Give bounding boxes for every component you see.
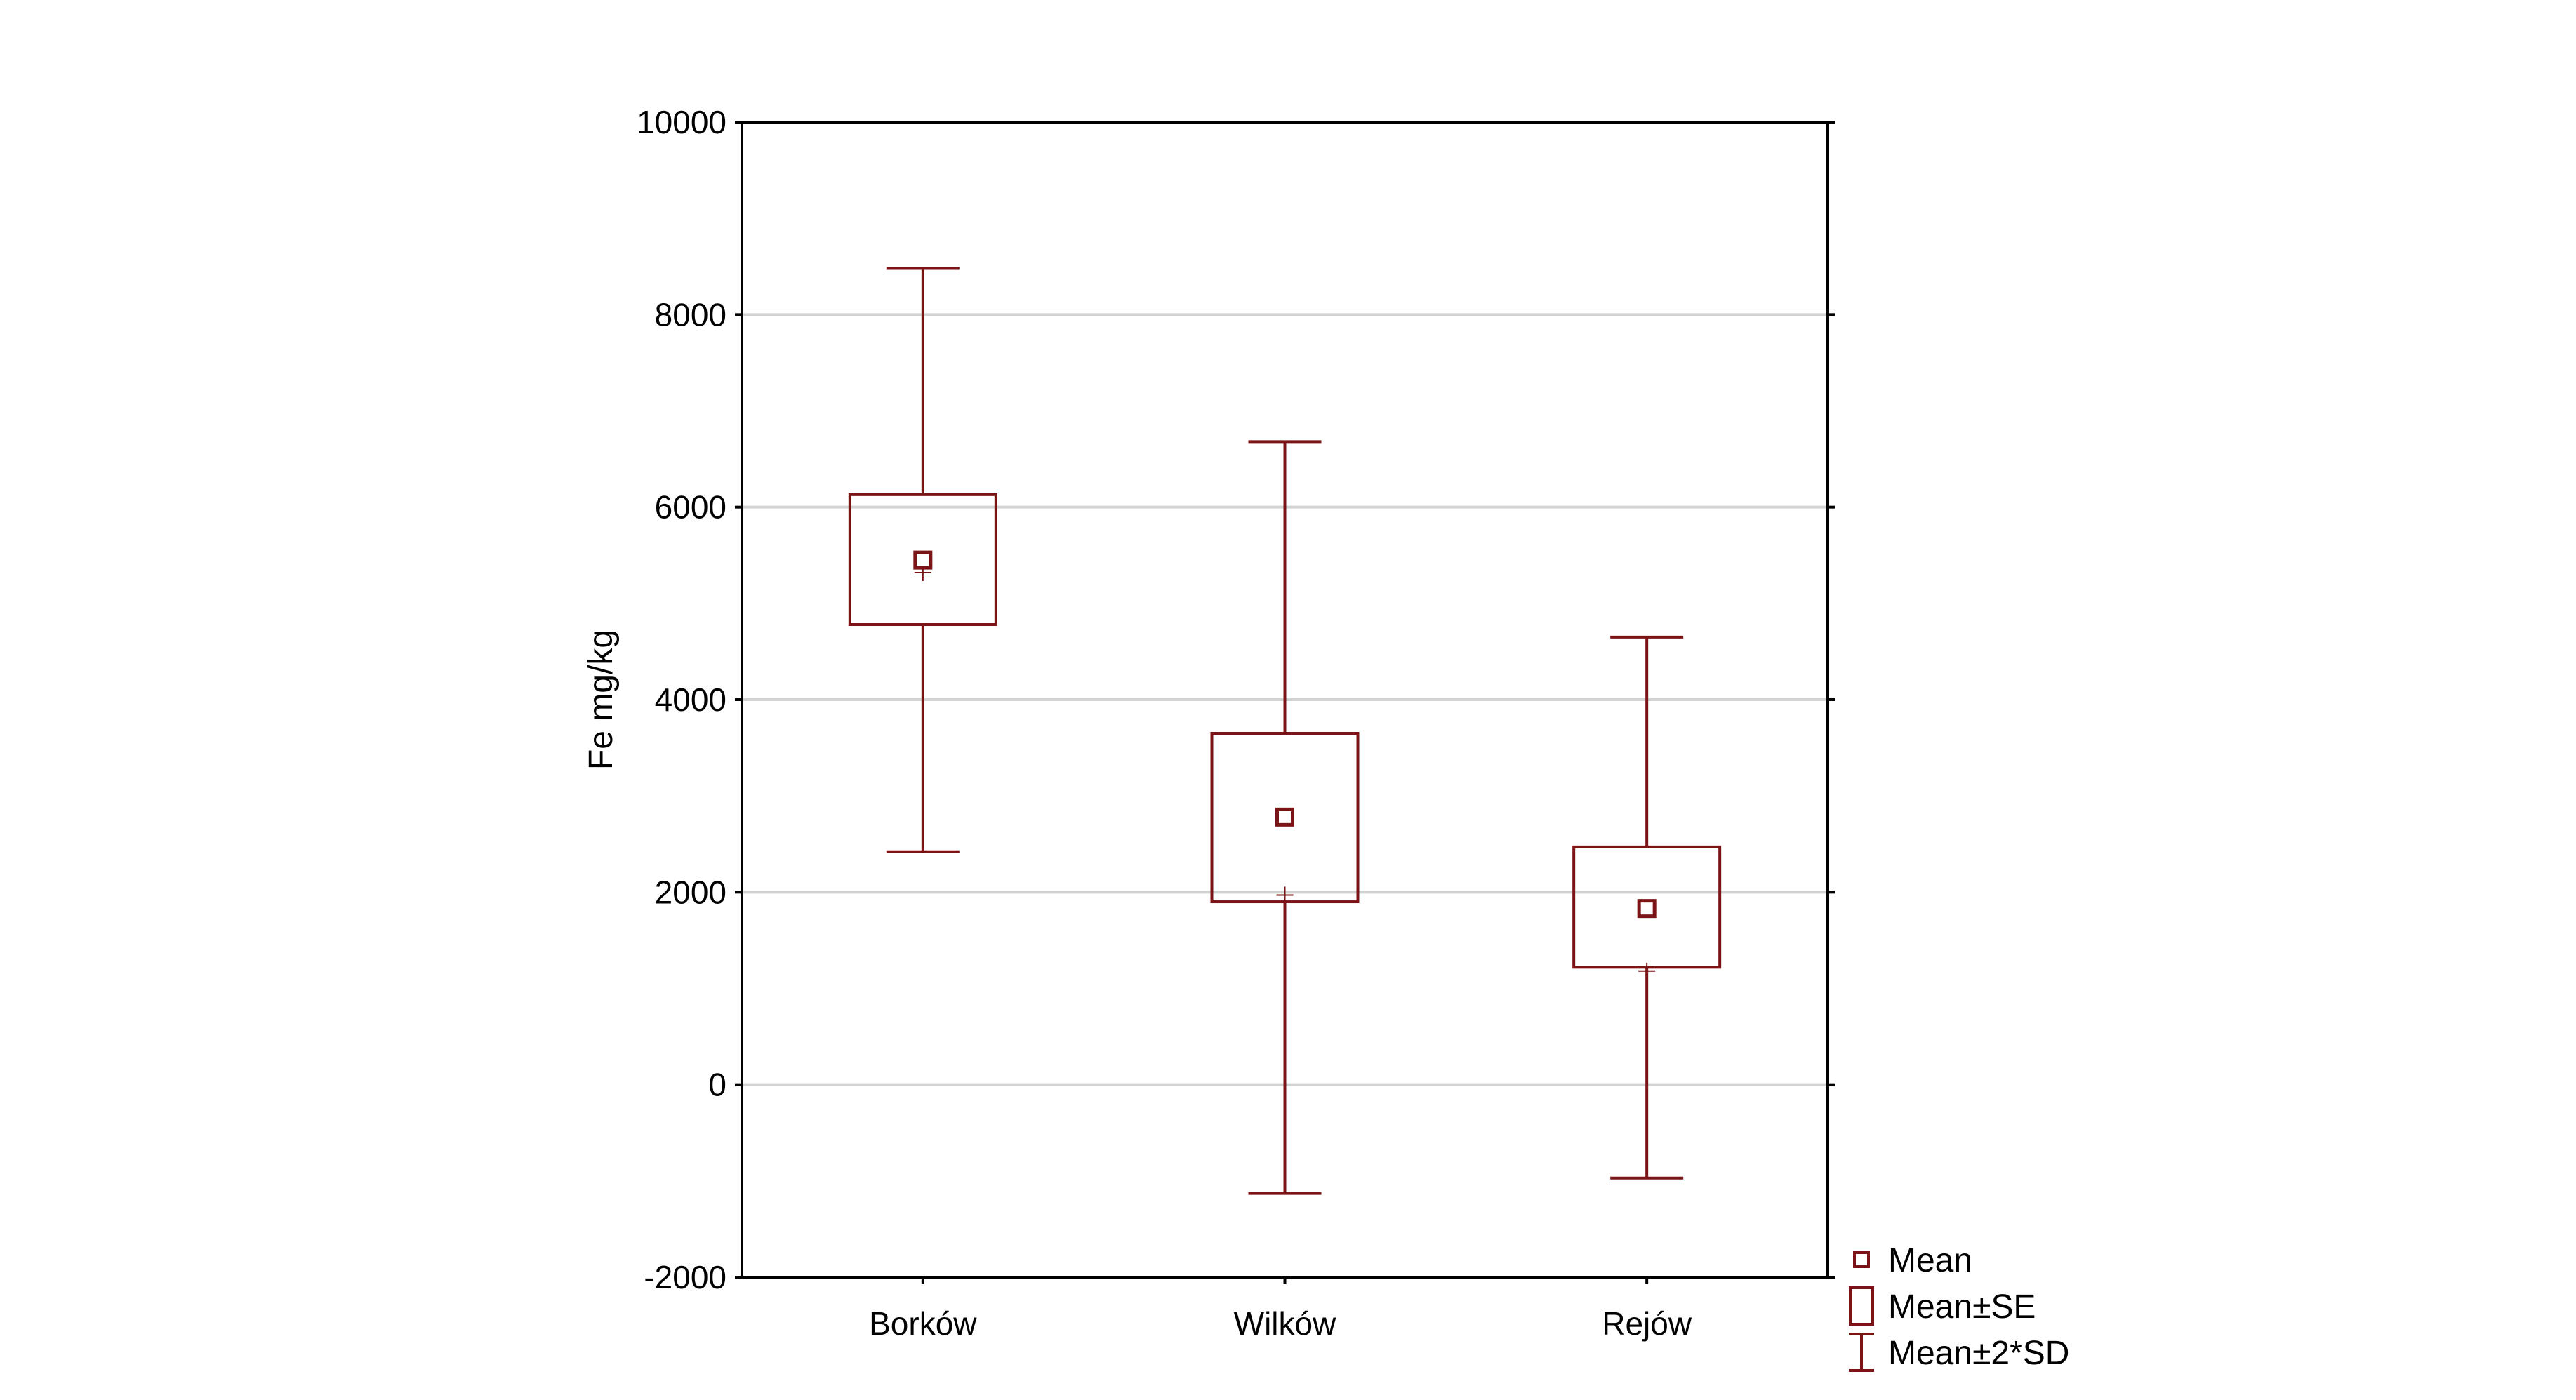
legend-label: Mean±2*SD xyxy=(1888,1335,2069,1372)
mean-marker xyxy=(1275,807,1294,827)
box-group xyxy=(1210,440,1360,1195)
y-tick-label: 6000 xyxy=(655,489,726,526)
y-tick-label: 0 xyxy=(708,1067,726,1103)
x-tick-label: Borków xyxy=(869,1305,977,1342)
x-axis: Borków Wilków Rejów xyxy=(869,1277,1692,1342)
legend-se-symbol xyxy=(1849,1286,1874,1326)
y-tick-label: 8000 xyxy=(655,296,726,333)
x-tick-label: Rejów xyxy=(1602,1305,1692,1342)
legend-label: Mean±SE xyxy=(1888,1288,2036,1326)
se-box xyxy=(848,493,997,627)
y-tick-label: -2000 xyxy=(644,1259,726,1295)
legend-mean-symbol xyxy=(1853,1251,1870,1268)
y-tick-label: 10000 xyxy=(637,104,726,140)
box-plot-marks xyxy=(848,267,1722,1195)
y-tick-label: 2000 xyxy=(655,874,726,910)
box-group xyxy=(848,267,997,853)
box-group xyxy=(1572,635,1722,1180)
mean-marker xyxy=(1637,899,1657,919)
mean-marker xyxy=(913,550,933,570)
y-tick-label: 4000 xyxy=(655,681,726,718)
x-tick-label: Wilków xyxy=(1234,1305,1336,1342)
legend-label: Mean xyxy=(1888,1242,1972,1279)
y-axis: -2000 0 2000 4000 6000 8000 10000 xyxy=(637,104,1835,1295)
y-axis-title: Fe mg/kg xyxy=(583,629,620,770)
legend: Mean Mean±SE Mean±2*SD xyxy=(1849,1242,2069,1372)
